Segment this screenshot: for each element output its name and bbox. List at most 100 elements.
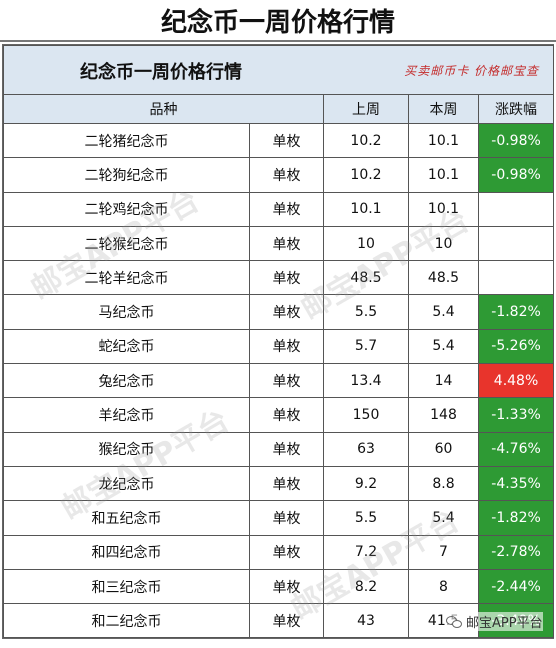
change-cell: -0.98% <box>477 122 555 159</box>
unit-cell: 单枚 <box>249 191 324 227</box>
change-cell: -4.76% <box>477 431 555 467</box>
coin-name-cell: 二轮羊纪念币 <box>3 260 250 296</box>
change-cell <box>477 225 555 262</box>
last-week-price-cell: 8.2 <box>323 568 409 605</box>
change-cell: -4.35% <box>477 465 555 502</box>
footer-brand: 邮宝APP平台 <box>446 612 543 631</box>
coin-name-cell: 马纪念币 <box>3 294 250 330</box>
table-row: 马纪念币 单枚 5.5 5.4 -1.82% <box>3 294 555 330</box>
this-week-price-cell: 8.8 <box>408 465 479 502</box>
last-week-price-cell: 10.2 <box>323 157 409 193</box>
last-week-price-cell: 63 <box>323 431 409 467</box>
coin-name-cell: 兔纪念币 <box>3 363 250 399</box>
table-header-row: 品种 上周 本周 涨跌幅 <box>3 94 555 124</box>
coin-name-cell: 二轮狗纪念币 <box>3 157 250 193</box>
table-row: 兔纪念币 单枚 13.4 14 4.48% <box>3 363 555 399</box>
last-week-price-cell: 10.2 <box>323 122 409 159</box>
table-title-row: 纪念币一周价格行情 买卖邮币卡 价格邮宝查 <box>2 45 555 95</box>
unit-cell: 单枚 <box>249 294 324 330</box>
coin-name-cell: 和四纪念币 <box>3 534 250 570</box>
unit-cell: 单枚 <box>249 157 324 193</box>
wechat-icon <box>446 615 462 629</box>
this-week-price-cell: 10.1 <box>408 122 479 159</box>
last-week-price-cell: 5.5 <box>323 294 409 330</box>
table-row: 和五纪念币 单枚 5.5 5.4 -1.82% <box>3 500 555 536</box>
price-table-container: 纪念币一周价格行情 买卖邮币卡 价格邮宝查 品种 上周 本周 涨跌幅 二轮猪纪念… <box>2 44 555 640</box>
change-cell: -1.82% <box>477 294 555 330</box>
this-week-price-cell: 5.4 <box>408 328 479 365</box>
change-cell: -5.26% <box>477 328 555 365</box>
this-week-price-cell: 10 <box>408 225 479 262</box>
coin-name-cell: 蛇纪念币 <box>3 328 250 365</box>
header-this-week: 本周 <box>408 94 479 124</box>
unit-cell: 单枚 <box>249 225 324 262</box>
last-week-price-cell: 13.4 <box>323 363 409 399</box>
coin-name-cell: 羊纪念币 <box>3 397 250 433</box>
unit-cell: 单枚 <box>249 328 324 365</box>
change-cell <box>477 191 555 227</box>
this-week-price-cell: 8 <box>408 568 479 605</box>
unit-cell: 单枚 <box>249 534 324 570</box>
tagline: 买卖邮币卡 价格邮宝查 <box>404 64 540 78</box>
this-week-price-cell: 148 <box>408 397 479 433</box>
coin-name-cell: 和二纪念币 <box>3 603 250 639</box>
this-week-price-cell: 5.4 <box>408 294 479 330</box>
coin-name-cell: 龙纪念币 <box>3 465 250 502</box>
footer-label: 邮宝APP平台 <box>466 616 543 631</box>
this-week-price-cell: 48.5 <box>408 260 479 296</box>
coin-name-cell: 和五纪念币 <box>3 500 250 536</box>
price-table: 纪念币一周价格行情 买卖邮币卡 价格邮宝查 品种 上周 本周 涨跌幅 二轮猪纪念… <box>2 45 555 639</box>
unit-cell: 单枚 <box>249 122 324 159</box>
table-row: 二轮羊纪念币 单枚 48.5 48.5 <box>3 260 555 296</box>
this-week-price-cell: 60 <box>408 431 479 467</box>
coin-name-cell: 猴纪念币 <box>3 431 250 467</box>
change-cell: -2.44% <box>477 568 555 605</box>
unit-cell: 单枚 <box>249 397 324 433</box>
this-week-price-cell: 7 <box>408 534 479 570</box>
change-cell: 4.48% <box>477 363 555 399</box>
last-week-price-cell: 5.5 <box>323 500 409 536</box>
change-cell: -0.98% <box>477 157 555 193</box>
header-last-week: 上周 <box>323 94 409 124</box>
coin-name-cell: 二轮猪纪念币 <box>3 122 250 159</box>
table-row: 二轮猴纪念币 单枚 10 10 <box>3 225 555 262</box>
unit-cell: 单枚 <box>249 260 324 296</box>
table-row: 龙纪念币 单枚 9.2 8.8 -4.35% <box>3 465 555 502</box>
change-cell: -1.82% <box>477 500 555 536</box>
table-row: 二轮鸡纪念币 单枚 10.1 10.1 <box>3 191 555 227</box>
last-week-price-cell: 5.7 <box>323 328 409 365</box>
this-week-price-cell: 5.4 <box>408 500 479 536</box>
unit-cell: 单枚 <box>249 363 324 399</box>
unit-cell: 单枚 <box>249 431 324 467</box>
last-week-price-cell: 48.5 <box>323 260 409 296</box>
table-row: 和四纪念币 单枚 7.2 7 -2.78% <box>3 534 555 570</box>
last-week-price-cell: 150 <box>323 397 409 433</box>
this-week-price-cell: 10.1 <box>408 157 479 193</box>
table-row: 蛇纪念币 单枚 5.7 5.4 -5.26% <box>3 328 555 365</box>
this-week-price-cell: 10.1 <box>408 191 479 227</box>
header-change: 涨跌幅 <box>477 94 555 124</box>
table-row: 二轮猪纪念币 单枚 10.2 10.1 -0.98% <box>3 122 555 159</box>
table-row: 和三纪念币 单枚 8.2 8 -2.44% <box>3 568 555 605</box>
table-row: 猴纪念币 单枚 63 60 -4.76% <box>3 431 555 467</box>
table-title: 纪念币一周价格行情 <box>80 62 242 83</box>
coin-name-cell: 和三纪念币 <box>3 568 250 605</box>
last-week-price-cell: 43 <box>323 603 409 639</box>
change-cell <box>477 260 555 296</box>
last-week-price-cell: 7.2 <box>323 534 409 570</box>
change-cell: -1.33% <box>477 397 555 433</box>
header-name: 品种 <box>3 94 324 124</box>
change-cell: -2.78% <box>477 534 555 570</box>
unit-cell: 单枚 <box>249 500 324 536</box>
unit-cell: 单枚 <box>249 603 324 639</box>
unit-cell: 单枚 <box>249 465 324 502</box>
table-row: 羊纪念币 单枚 150 148 -1.33% <box>3 397 555 433</box>
unit-cell: 单枚 <box>249 568 324 605</box>
table-row: 二轮狗纪念币 单枚 10.2 10.1 -0.98% <box>3 157 555 193</box>
this-week-price-cell: 14 <box>408 363 479 399</box>
coin-name-cell: 二轮猴纪念币 <box>3 225 250 262</box>
last-week-price-cell: 10 <box>323 225 409 262</box>
last-week-price-cell: 9.2 <box>323 465 409 502</box>
page-title: 纪念币一周价格行情 <box>0 0 556 42</box>
last-week-price-cell: 10.1 <box>323 191 409 227</box>
